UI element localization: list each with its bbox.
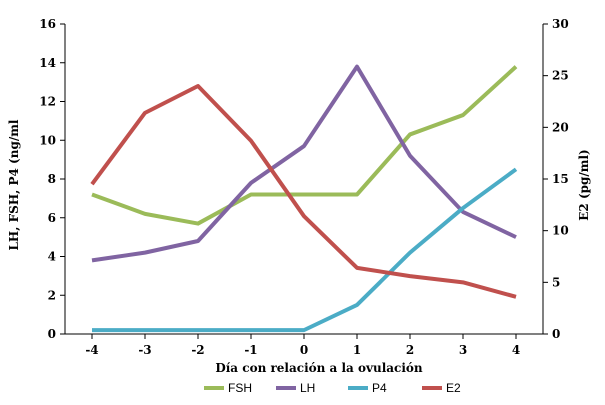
x-tick-label: 2 [406,343,414,357]
legend: FSH LH P4 E2 [204,381,461,395]
x-tick-label: 1 [353,343,361,357]
y-right-tick-label: 20 [552,120,569,134]
y-left-tick-label: 8 [48,172,56,186]
y-left-tick-label: 14 [39,56,56,70]
y-right-tick-label: 30 [552,17,569,31]
x-tick-label: 0 [300,343,308,357]
x-tick-label: -3 [138,343,151,357]
y-left-tick-label: 16 [39,17,56,31]
y-axis-right-title: E2 (pg/ml) [577,149,591,220]
series-lines [90,64,518,333]
legend-label-fsh: FSH [228,381,252,395]
legend-label-e2: E2 [446,381,461,395]
series-line-lh [91,64,517,263]
x-tick-label: -2 [191,343,204,357]
x-axis-title: Día con relación a la ovulación [215,361,423,375]
series-line-p4 [92,167,518,333]
x-tick-label: 3 [459,343,467,357]
y-left-tick-label: 12 [39,95,56,109]
y-right-tick-label: 25 [552,69,569,83]
y-right-tick-label: 10 [552,224,569,238]
series-line-e2 [90,84,517,299]
y-left-tick-label: 10 [39,133,56,147]
y-left-tick-label: 4 [48,250,56,264]
y-right-tick-label: 15 [552,172,569,186]
x-tick-label: -4 [85,343,98,357]
legend-label-lh: LH [300,381,315,395]
y-left-tick-label: 0 [48,327,56,341]
series-line-fsh [91,65,518,226]
y-right-tick-label: 5 [552,275,560,289]
y-left-tick-label: 2 [48,288,56,302]
y-right-tick-label: 0 [552,327,560,341]
y-left-tick-label: 6 [48,211,56,225]
x-tick-label: -1 [244,343,257,357]
y-axis-left-title: LH, FSH, P4 (ng/ml [7,119,21,250]
legend-label-p4: P4 [372,381,387,395]
x-tick-label: 4 [512,343,520,357]
